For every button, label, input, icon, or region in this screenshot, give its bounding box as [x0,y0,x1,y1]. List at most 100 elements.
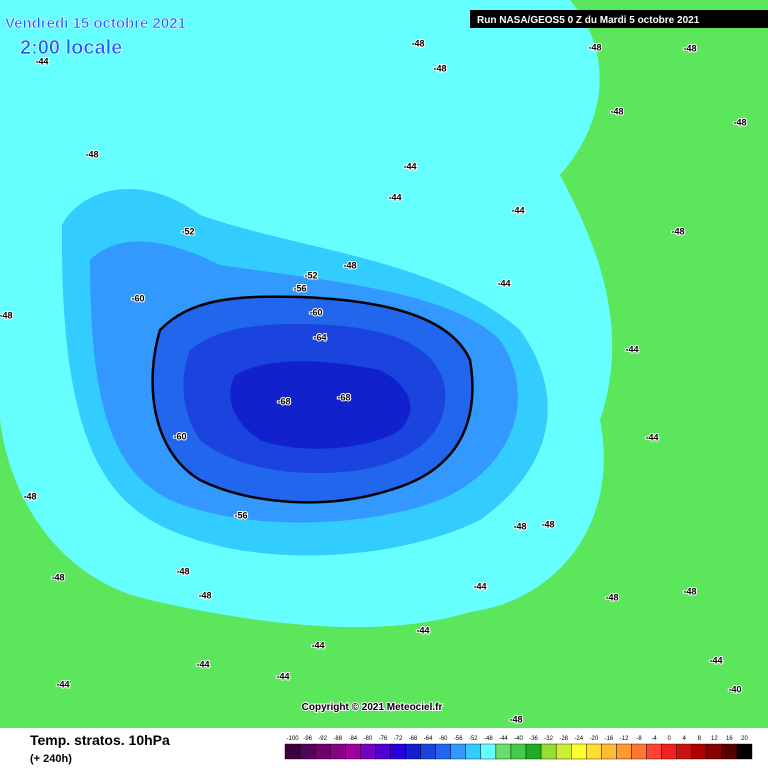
scale-swatch [375,743,391,760]
scale-swatch [299,743,316,760]
contour-label: -48 [509,714,522,724]
scale-swatch [480,743,497,760]
contour-label: -40 [728,684,741,694]
scale-label: -80 [364,736,373,742]
scale-swatch [616,743,632,760]
contour-label: -48 [23,491,36,501]
scale-label: -96 [303,736,312,742]
scale-swatch [435,743,451,760]
contour-label: -44 [388,192,401,202]
copyright: Copyright © 2021 Meteociel.fr [302,702,443,713]
contour-label: -44 [56,679,69,689]
scale-label: 20 [741,736,748,742]
scale-label: 4 [683,736,687,742]
contour-label: -68 [337,392,350,402]
scale-swatch [345,743,361,760]
scale-swatch [706,743,723,760]
run-box [470,10,768,28]
contour-label: -56 [293,283,306,293]
color-scale: -100 -96 -92 -88 -84 -80 -76 -72 -68 -64 -60 -56 -52… [284,736,753,760]
scale-swatch [314,743,331,760]
scale-label: -56 [454,736,463,742]
contour-label: -48 [433,63,446,73]
scale-swatch [360,743,376,760]
scale-label: -24 [574,736,583,742]
contour-label: -44 [416,625,429,635]
scale-swatch [540,743,557,760]
scale-label: 0 [667,736,671,742]
scale-label: -8 [636,736,642,742]
scale-label: -60 [439,736,448,742]
scale-swatch [405,743,421,760]
local-time: 2:00 locale [20,37,122,59]
scale-label: -28 [559,736,568,742]
contour-label: -44 [709,655,722,665]
scale-label: 8 [698,736,702,742]
contour-label: -48 [411,38,424,48]
scale-swatch [495,743,512,760]
contour-label: -48 [198,590,211,600]
contour-label: -44 [497,278,510,288]
scale-swatch [450,743,466,760]
contour-label: -60 [131,293,144,303]
scale-swatch [284,743,301,760]
scale-label: -44 [499,736,508,742]
scale-label: -92 [318,736,327,742]
contour-label: -52 [304,270,317,280]
date-title: Vendredi 15 octobre 2021 [5,15,186,32]
scale-swatch [571,743,587,760]
scale-label: -36 [529,736,538,742]
contour-label: -64 [313,332,326,342]
run-label: Run NASA/GEOS5 0 Z du Mardi 5 octobre 20… [477,15,700,26]
contour-label: -44 [276,671,289,681]
contour-label: -48 [588,42,601,52]
contour-label: -48 [671,226,684,236]
contour-label: -48 [176,566,189,576]
scale-label: -88 [333,736,342,742]
scale-label: -76 [379,736,388,742]
contour-label: -60 [309,307,322,317]
contour-label: -48 [343,260,356,270]
scale-label: -52 [469,736,478,742]
contour-label: -48 [683,586,696,596]
contour-labels: -44 -48 -48 -52 -60 -52 -56 -60 -64 -68 -68 -60 -56 -… [0,37,748,725]
contour-label: -48 [541,519,554,529]
scale-swatch [510,743,527,760]
contour-label: -48 [733,117,746,127]
scale-label: 16 [726,736,733,742]
contour-label: -52 [181,226,194,236]
contour-label: -48 [85,149,98,159]
scale-swatch [420,743,436,760]
contour-label: -44 [473,581,486,591]
contour-label: -68 [277,396,290,406]
footer-title: Temp. stratos. 10hPa [30,732,170,748]
scale-label: -32 [544,736,553,742]
scale-label: -48 [484,736,493,742]
scale-label: -4 [651,736,657,742]
contour-label: -44 [35,56,48,66]
scale-swatch [329,743,346,760]
scale-swatch [601,743,617,760]
scale-label: -68 [409,736,418,742]
scale-swatch [586,743,602,760]
contour-label: -44 [645,432,658,442]
scale-label: -84 [348,736,357,742]
zone-68 [230,361,411,449]
contour-label: -48 [513,521,526,531]
contour-label: -48 [51,572,64,582]
scale-label: -40 [514,736,523,742]
scale-label: -16 [605,736,614,742]
contour-label: -60 [173,431,186,441]
contour-label: -44 [511,205,524,215]
contour-label: -44 [311,640,324,650]
contour-label: -44 [403,161,416,171]
scale-label: -12 [620,736,629,742]
contour-label: -48 [605,592,618,602]
scale-label: -72 [394,736,403,742]
contour-label: -48 [610,106,623,116]
contour-label: -48 [0,310,13,320]
scale-swatch [676,743,692,760]
scale-swatch [390,743,406,760]
scale-label: 12 [711,736,718,742]
